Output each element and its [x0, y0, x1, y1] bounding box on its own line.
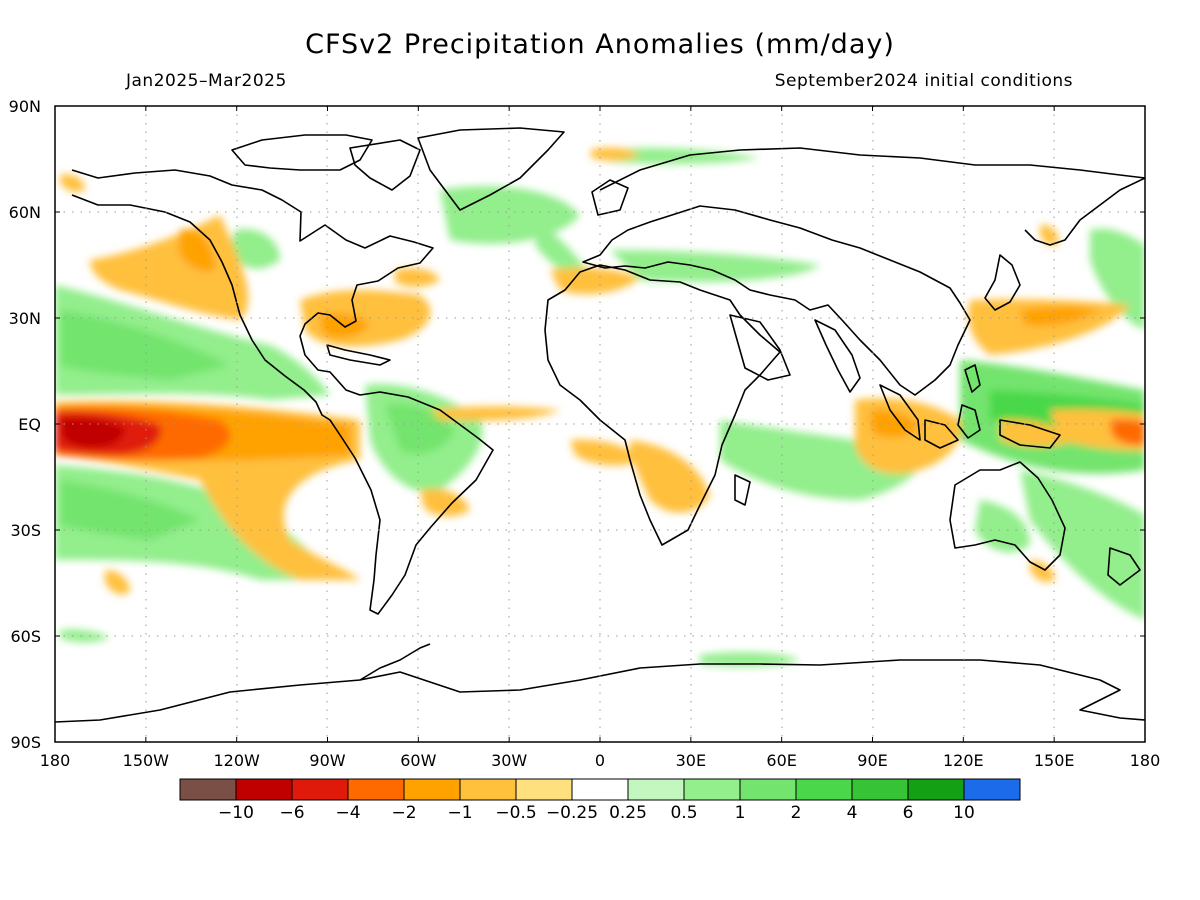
colorbar-swatch [907, 778, 965, 801]
colorbar-swatch [963, 778, 1021, 801]
lat-label: 30N [9, 309, 41, 328]
initial-conditions-label: September2024 initial conditions [775, 71, 1073, 91]
lat-label: 60N [9, 203, 41, 222]
period-label: Jan2025–Mar2025 [125, 71, 287, 91]
longitude-labels: 180 150W 120W 90W 60W 30W 0 30E 60E 90E 120E 150E 18… [40, 751, 1161, 770]
colorbar-swatch [235, 778, 293, 801]
colorbar-label: −10 [218, 803, 254, 823]
colorbar: −10 −6 −4 −2 −1 −0.5 −0.25 0.25 0.5 1 2 4 6 10 [179, 778, 1021, 823]
axis-ticks [54, 105, 1146, 743]
colorbar-label: −0.25 [546, 803, 598, 823]
lon-label: 30W [491, 751, 527, 770]
colorbar-swatch [571, 778, 629, 801]
lat-label: EQ [18, 415, 41, 434]
lon-label: 60E [766, 751, 796, 770]
lat-label: 60S [10, 627, 41, 646]
lat-label: 90N [9, 97, 41, 116]
lon-label: 180 [1130, 751, 1161, 770]
lon-label: 90W [309, 751, 345, 770]
lon-label: 30E [676, 751, 706, 770]
colorbar-label: 1 [735, 803, 746, 823]
colorbar-swatch [179, 778, 237, 801]
coastlines [55, 127, 1145, 723]
lat-label: 90S [10, 733, 41, 752]
colorbar-label: −4 [335, 803, 360, 823]
colorbar-swatch [627, 778, 685, 801]
colorbar-label: 6 [903, 803, 914, 823]
lon-label: 150E [1034, 751, 1075, 770]
anomaly-fill [55, 147, 1145, 667]
map-area [55, 106, 1145, 742]
colorbar-swatch [739, 778, 797, 801]
graticule [55, 106, 1145, 742]
lon-label: 90E [857, 751, 887, 770]
colorbar-swatch [683, 778, 741, 801]
lon-label: 0 [595, 751, 605, 770]
colorbar-label: −6 [279, 803, 304, 823]
lon-label: 180 [40, 751, 71, 770]
colorbar-swatch [515, 778, 573, 801]
lon-label: 120E [943, 751, 984, 770]
colorbar-swatch [403, 778, 461, 801]
colorbar-label: 10 [953, 803, 975, 823]
latitude-labels: 90N 60N 30N EQ 30S 60S 90S [9, 97, 41, 752]
lat-label: 30S [10, 521, 41, 540]
map-title: CFSv2 Precipitation Anomalies (mm/day) [305, 29, 895, 60]
colorbar-label: 4 [847, 803, 858, 823]
colorbar-swatch [347, 778, 405, 801]
colorbar-label: −2 [391, 803, 416, 823]
lon-label: 150W [123, 751, 170, 770]
colorbar-swatch [851, 778, 909, 801]
colorbar-label: 0.5 [670, 803, 697, 823]
colorbar-label: −1 [447, 803, 472, 823]
lon-label: 60W [400, 751, 436, 770]
lon-label: 120W [213, 751, 260, 770]
colorbar-swatch [459, 778, 517, 801]
colorbar-label: −0.5 [495, 803, 536, 823]
colorbar-swatch [795, 778, 853, 801]
colorbar-label: 2 [791, 803, 802, 823]
colorbar-label: 0.25 [609, 803, 647, 823]
colorbar-swatch [291, 778, 349, 801]
